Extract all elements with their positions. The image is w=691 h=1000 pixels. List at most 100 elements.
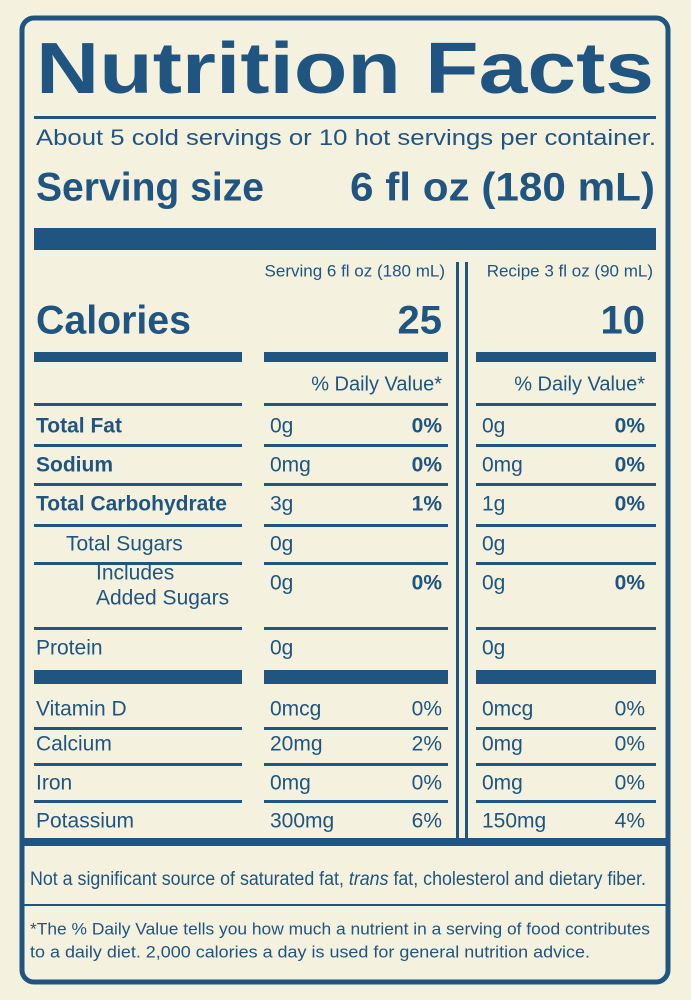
thick-rule <box>476 670 656 684</box>
amount: 0g <box>270 637 293 660</box>
amount: 0g <box>270 533 293 556</box>
amount: 0mg <box>270 772 311 795</box>
nutrient-name: Total Fat <box>36 415 122 438</box>
rule <box>34 562 242 565</box>
title: Nutrition Facts <box>36 29 654 109</box>
amount: 0mg <box>482 772 523 795</box>
footnote-dv: *The % Daily Value tells you how much a … <box>30 919 650 938</box>
amount: 0g <box>270 415 293 438</box>
nutrient-name: Includes <box>96 562 174 585</box>
column-calories: 10 <box>601 299 646 343</box>
serving-size-value: 6 fl oz (180 mL) <box>350 166 655 210</box>
rule <box>476 444 656 447</box>
thick-rule <box>34 228 656 250</box>
footnote-text: fat, cholesterol and dietary fiber. <box>389 869 646 890</box>
nutrient-name: Vitamin D <box>36 698 127 721</box>
amount: 0g <box>482 415 505 438</box>
daily-value: 0% <box>615 415 646 438</box>
amount: 150mg <box>482 810 546 833</box>
column-header: Serving 6 fl oz (180 mL) <box>265 261 445 280</box>
daily-value: 0% <box>615 733 645 756</box>
rule <box>476 403 656 406</box>
column-divider <box>456 262 459 840</box>
rule <box>34 763 242 766</box>
amount: 0mcg <box>270 698 321 721</box>
rule <box>476 627 656 630</box>
amount: 3g <box>270 493 293 516</box>
daily-value: 0% <box>615 772 645 795</box>
footnote-sources: Not a significant source of saturated fa… <box>30 869 646 890</box>
daily-value: 4% <box>615 810 645 833</box>
daily-value: 0% <box>615 698 645 721</box>
column-calories: 25 <box>398 299 443 343</box>
rule <box>264 627 448 630</box>
calories-label: Calories <box>36 299 191 343</box>
amount: 0g <box>482 533 505 556</box>
daily-value: 6% <box>412 810 442 833</box>
nutrient-name: Iron <box>36 772 72 795</box>
rule <box>264 800 448 803</box>
medium-rule <box>34 352 242 362</box>
footnote-italic: trans <box>349 869 389 890</box>
amount: 1g <box>482 493 505 516</box>
daily-value: 0% <box>412 415 443 438</box>
daily-value: 0% <box>615 493 646 516</box>
rule <box>264 524 448 527</box>
serving-size-label: Serving size <box>36 166 264 210</box>
medium-rule <box>264 352 448 362</box>
dv-header: % Daily Value* <box>311 373 442 395</box>
rule <box>264 562 448 565</box>
amount: 0g <box>482 572 505 595</box>
nutrient-name: Potassium <box>36 810 134 833</box>
rule <box>264 727 448 730</box>
thick-rule <box>264 670 448 684</box>
thick-rule <box>24 838 666 846</box>
footnote-text: Not a significant source of saturated fa… <box>30 869 349 890</box>
amount: 0mcg <box>482 698 533 721</box>
daily-value: 0% <box>615 572 646 595</box>
rule <box>264 444 448 447</box>
rule <box>34 727 242 730</box>
daily-value: 0% <box>412 572 443 595</box>
daily-value: 2% <box>412 733 442 756</box>
nutrient-name: Protein <box>36 637 103 660</box>
nutrient-name: Total Sugars <box>66 533 183 556</box>
rule <box>34 403 242 406</box>
rule <box>24 904 666 906</box>
column-divider <box>465 262 468 840</box>
rule <box>476 800 656 803</box>
rule <box>264 483 448 486</box>
dv-header: % Daily Value* <box>514 373 645 395</box>
footnote-dv: to a daily diet. 2,000 calories a day is… <box>30 942 590 961</box>
rule <box>476 763 656 766</box>
rule <box>34 444 242 447</box>
rule <box>34 483 242 486</box>
medium-rule <box>476 352 656 362</box>
daily-value: 0% <box>412 772 442 795</box>
amount: 0g <box>270 572 293 595</box>
nutrient-name: Sodium <box>36 454 113 477</box>
nutrient-name: Total Carbohydrate <box>36 493 227 516</box>
rule <box>476 483 656 486</box>
servings-per-container: About 5 cold servings or 10 hot servings… <box>36 125 656 150</box>
amount: 0mg <box>270 454 311 477</box>
nutrient-name: Calcium <box>36 733 112 756</box>
rule <box>264 763 448 766</box>
daily-value: 0% <box>615 454 646 477</box>
rule <box>34 800 242 803</box>
rule <box>264 403 448 406</box>
rule <box>476 562 656 565</box>
label-border <box>19 15 671 985</box>
rule <box>476 524 656 527</box>
column-header: Recipe 3 fl oz (90 mL) <box>487 261 653 280</box>
rule <box>34 116 656 119</box>
rule <box>34 627 242 630</box>
daily-value: 1% <box>412 493 443 516</box>
amount: 300mg <box>270 810 334 833</box>
daily-value: 0% <box>412 454 443 477</box>
nutrient-name: Added Sugars <box>96 587 229 610</box>
amount: 20mg <box>270 733 323 756</box>
daily-value: 0% <box>412 698 442 721</box>
rule <box>476 727 656 730</box>
